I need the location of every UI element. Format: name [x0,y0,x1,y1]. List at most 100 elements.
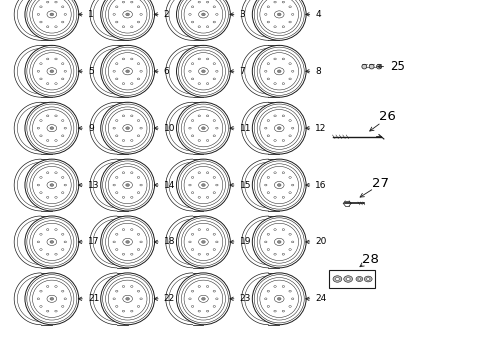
Circle shape [191,6,193,8]
Circle shape [40,120,42,121]
Circle shape [130,253,133,255]
Circle shape [55,58,57,60]
Circle shape [273,229,276,230]
Circle shape [61,78,64,80]
Circle shape [122,26,124,28]
Text: 1: 1 [88,10,94,19]
Circle shape [273,285,276,287]
Circle shape [115,290,118,292]
Circle shape [140,184,142,186]
Ellipse shape [101,216,154,268]
Circle shape [137,176,140,178]
Circle shape [198,197,200,198]
Ellipse shape [101,273,154,325]
Circle shape [198,26,200,28]
Circle shape [201,70,205,73]
Circle shape [282,58,284,60]
Ellipse shape [259,223,298,261]
Ellipse shape [32,166,71,204]
Circle shape [198,229,200,230]
Circle shape [64,71,66,72]
Ellipse shape [25,0,79,40]
Circle shape [64,298,66,300]
Circle shape [188,14,191,15]
Circle shape [55,310,57,312]
Circle shape [46,140,49,141]
Circle shape [47,181,57,189]
Circle shape [273,115,276,117]
Circle shape [355,276,362,282]
Circle shape [47,238,57,246]
Circle shape [125,297,129,300]
Circle shape [50,184,54,186]
Circle shape [50,70,54,73]
Ellipse shape [183,0,223,33]
Circle shape [266,6,269,8]
Circle shape [282,229,284,230]
Circle shape [191,290,193,292]
Circle shape [264,71,266,72]
Ellipse shape [183,166,223,204]
Circle shape [266,233,269,235]
Circle shape [37,241,40,243]
Text: 13: 13 [88,180,100,189]
Ellipse shape [183,53,223,90]
Text: 9: 9 [88,124,94,133]
Circle shape [291,71,293,72]
Circle shape [61,249,64,251]
Circle shape [277,184,281,186]
Circle shape [46,172,49,174]
Circle shape [191,21,193,23]
Circle shape [346,278,349,280]
Circle shape [273,26,276,28]
Circle shape [266,135,269,137]
Circle shape [198,238,208,246]
Circle shape [288,306,291,307]
Circle shape [40,78,42,80]
Circle shape [191,306,193,307]
Circle shape [50,127,54,130]
Circle shape [40,249,42,251]
Circle shape [266,306,269,307]
Circle shape [130,140,133,141]
Circle shape [273,253,276,255]
Circle shape [282,1,284,3]
Circle shape [55,285,57,287]
Circle shape [198,140,200,141]
Text: 12: 12 [315,124,326,133]
Ellipse shape [252,159,305,211]
Circle shape [201,13,205,16]
Circle shape [47,125,57,132]
Circle shape [137,249,140,251]
Circle shape [50,240,54,243]
Circle shape [130,115,133,117]
Ellipse shape [101,45,154,97]
Circle shape [130,310,133,312]
Circle shape [282,197,284,198]
Circle shape [137,290,140,292]
Circle shape [46,83,49,85]
Ellipse shape [25,216,79,268]
Circle shape [64,241,66,243]
Circle shape [191,78,193,80]
Circle shape [40,290,42,292]
Ellipse shape [32,223,71,261]
Circle shape [206,26,208,28]
Circle shape [64,127,66,129]
Circle shape [61,6,64,8]
Circle shape [213,63,215,64]
Circle shape [40,233,42,235]
Circle shape [115,249,118,251]
Ellipse shape [176,216,230,268]
Ellipse shape [176,45,230,97]
Circle shape [55,115,57,117]
Circle shape [61,306,64,307]
Circle shape [366,278,369,280]
Circle shape [266,290,269,292]
Ellipse shape [183,109,223,147]
Text: 19: 19 [239,238,251,247]
Circle shape [206,1,208,3]
Circle shape [282,83,284,85]
Circle shape [115,233,118,235]
Ellipse shape [252,273,305,325]
